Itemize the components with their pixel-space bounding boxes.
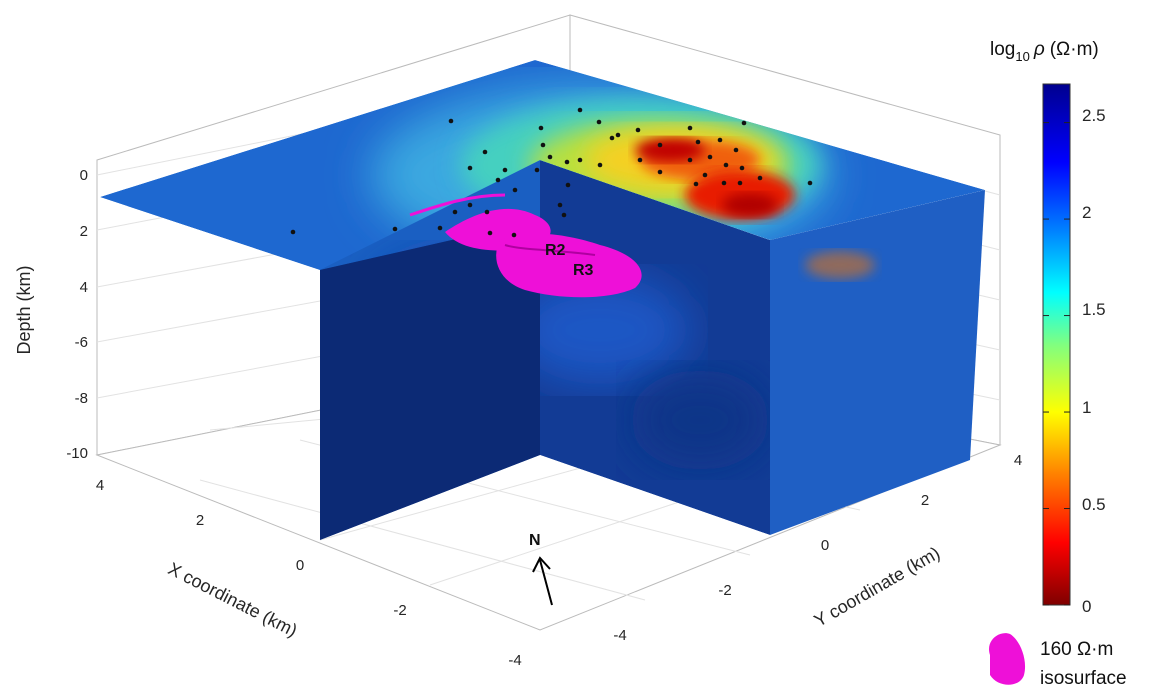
station-marker: [564, 159, 570, 165]
y-tick-1: -2: [718, 582, 731, 599]
station-marker: [437, 225, 443, 231]
x-tick-2: 0: [296, 557, 304, 574]
depth-axis-label: Depth (km): [14, 265, 34, 354]
station-marker: [693, 181, 699, 187]
station-marker: [609, 135, 615, 141]
depth-tick-4: -8: [75, 390, 88, 407]
station-marker: [757, 175, 763, 181]
station-marker: [807, 180, 813, 186]
station-marker: [540, 142, 546, 148]
front-blocks: [320, 190, 985, 540]
station-marker: [657, 169, 663, 175]
y-axis-label: Y coordinate (km): [811, 543, 944, 631]
station-marker: [392, 226, 398, 232]
station-marker: [565, 182, 571, 188]
station-marker: [737, 180, 743, 186]
annotations: R2 R3 N: [529, 242, 594, 606]
colorbar-tick-3: 1: [1082, 398, 1091, 417]
y-tick-0: -4: [613, 627, 626, 644]
station-marker: [695, 139, 701, 145]
station-marker: [482, 149, 488, 155]
station-marker: [723, 162, 729, 168]
depth-tick-0: 0: [80, 167, 88, 184]
station-marker: [717, 137, 723, 143]
north-label: N: [529, 532, 541, 549]
station-marker: [733, 147, 739, 153]
isosurface-bodies: [409, 193, 642, 298]
station-marker: [547, 154, 553, 160]
station-marker: [290, 229, 296, 235]
depth-axis: 0 2 4 -6 -8 -10 Depth (km): [14, 167, 88, 462]
station-marker: [687, 157, 693, 163]
station-marker: [637, 157, 643, 163]
station-marker: [484, 209, 490, 215]
station-marker: [657, 142, 663, 148]
x-tick-0: 4: [96, 477, 104, 494]
station-marker: [561, 212, 567, 218]
station-marker: [615, 132, 621, 138]
y-tick-4: 4: [1014, 452, 1022, 469]
station-marker: [597, 162, 603, 168]
isosurface-value-label: 160 Ω·m: [1040, 639, 1113, 660]
colorbar-tick-2: 1.5: [1082, 300, 1106, 319]
isosurface-legend: 160 Ω·m isosurface: [989, 633, 1127, 689]
depth-tick-1: 2: [80, 223, 88, 240]
x-tick-4: -4: [508, 652, 521, 669]
colorbar-tick-4: 0.5: [1082, 495, 1106, 514]
station-markers: [290, 107, 813, 238]
station-marker: [577, 157, 583, 163]
colorbar-strip: [1042, 83, 1071, 606]
x-axis-label: X coordinate (km): [165, 558, 301, 640]
depth-tick-2: 4: [80, 279, 88, 296]
station-marker: [538, 125, 544, 131]
colorbar-ticks: [1043, 122, 1070, 606]
station-marker: [534, 167, 540, 173]
station-marker: [702, 172, 708, 178]
station-marker: [721, 180, 727, 186]
depth-tick-3: -6: [75, 334, 88, 351]
station-marker: [487, 230, 493, 236]
north-arrow-icon: [532, 556, 553, 606]
station-marker: [707, 154, 713, 160]
colorbar: log10 ρ (Ω·m) 2.5 2 1.5 1 0.5 0: [990, 39, 1106, 616]
depth-tick-5: -10: [66, 445, 88, 462]
station-marker: [448, 118, 454, 124]
station-marker: [739, 165, 745, 171]
y-tick-3: 2: [921, 492, 929, 509]
station-marker: [635, 127, 641, 133]
x-tick-3: -2: [393, 602, 406, 619]
station-marker: [467, 165, 473, 171]
annotation-r2: R2: [545, 242, 566, 259]
colorbar-title: log10 ρ (Ω·m): [990, 39, 1099, 64]
station-marker: [452, 209, 458, 215]
colorbar-tick-0: 2.5: [1082, 106, 1106, 125]
isosurface-legend-swatch: [989, 633, 1026, 685]
station-marker: [557, 202, 563, 208]
station-marker: [687, 125, 693, 131]
colorbar-tick-5: 0: [1082, 597, 1091, 616]
station-marker: [511, 232, 517, 238]
isosurface-text-label: isosurface: [1040, 668, 1127, 689]
colorbar-tick-1: 2: [1082, 203, 1091, 222]
station-marker: [495, 177, 501, 183]
annotation-r3: R3: [573, 262, 594, 279]
station-marker: [596, 119, 602, 125]
station-marker: [502, 167, 508, 173]
x-tick-1: 2: [196, 512, 204, 529]
y-tick-2: 0: [821, 537, 829, 554]
station-marker: [512, 187, 518, 193]
station-marker: [741, 120, 747, 126]
station-marker: [577, 107, 583, 113]
station-marker: [467, 202, 473, 208]
